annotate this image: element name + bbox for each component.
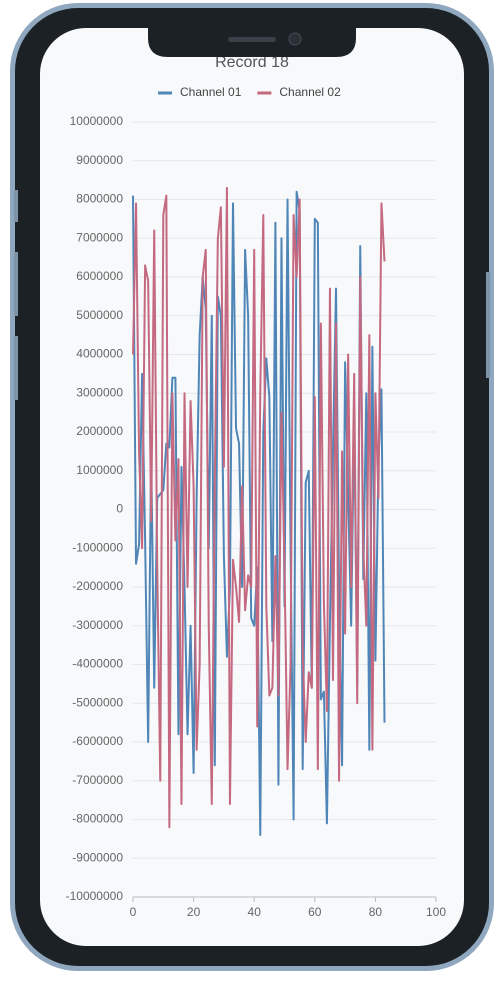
y-tick-label: 1000000 — [76, 463, 123, 477]
y-tick-label: 4000000 — [76, 347, 123, 361]
y-tick-label: 5000000 — [76, 308, 123, 322]
side-button — [14, 252, 18, 316]
y-tick-label: -10000000 — [66, 889, 124, 903]
chart-title: Record 18 — [215, 54, 289, 71]
y-tick-label: -6000000 — [72, 734, 123, 748]
y-tick-label: 0 — [116, 502, 123, 516]
legend-label: Channel 02 — [279, 85, 341, 99]
y-tick-label: 3000000 — [76, 385, 123, 399]
y-tick-label: 2000000 — [76, 424, 123, 438]
chart: -10000000-9000000-8000000-7000000-600000… — [66, 85, 447, 919]
y-tick-label: -8000000 — [72, 812, 123, 826]
x-tick-label: 60 — [308, 905, 322, 919]
y-tick-label: 7000000 — [76, 230, 123, 244]
y-tick-label: -3000000 — [72, 618, 123, 632]
speaker — [228, 37, 276, 42]
side-button — [14, 190, 18, 222]
x-tick-label: 100 — [426, 905, 446, 919]
side-button — [14, 336, 18, 400]
y-tick-label: -9000000 — [72, 850, 123, 864]
x-tick-label: 40 — [248, 905, 262, 919]
y-tick-label: -4000000 — [72, 657, 123, 671]
y-tick-label: 9000000 — [76, 153, 123, 167]
x-tick-label: 80 — [369, 905, 383, 919]
y-tick-label: 6000000 — [76, 269, 123, 283]
camera — [288, 32, 302, 46]
x-tick-label: 0 — [130, 905, 137, 919]
y-tick-label: -5000000 — [72, 695, 123, 709]
y-tick-label: 8000000 — [76, 192, 123, 206]
y-tick-label: 10000000 — [70, 114, 124, 128]
y-tick-label: -1000000 — [72, 540, 123, 554]
side-button — [486, 272, 490, 378]
x-tick-label: 20 — [187, 905, 201, 919]
line-series — [132, 190, 386, 836]
legend-label: Channel 01 — [180, 85, 242, 99]
line-series — [132, 186, 386, 829]
y-tick-label: -2000000 — [72, 579, 123, 593]
y-tick-label: -7000000 — [72, 773, 123, 787]
